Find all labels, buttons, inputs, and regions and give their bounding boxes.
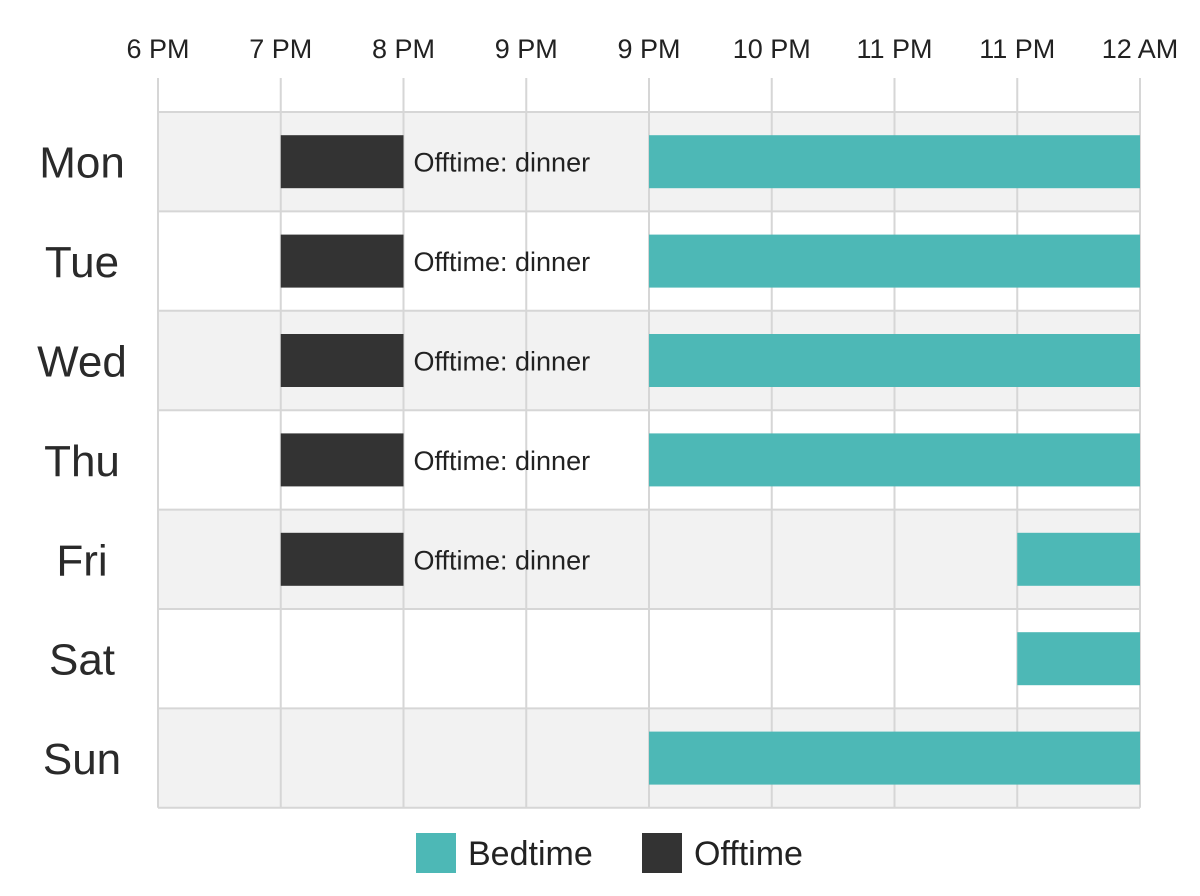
day-label: Tue — [45, 238, 119, 287]
offtime-bar — [280, 334, 404, 387]
y-axis-labels: Mon Tue Wed Thu Fri Sat Sun — [37, 139, 127, 784]
x-tick-label: 9 PM — [495, 34, 558, 64]
bedtime-legend-swatch — [416, 833, 456, 873]
offtime-bar — [280, 234, 404, 288]
bedtime-bar — [649, 334, 1140, 387]
day-label: Thu — [44, 437, 120, 486]
bedtime-legend-label: Bedtime — [468, 835, 593, 873]
offtime-legend-swatch — [642, 833, 682, 873]
bar-label: Offtime: dinner — [414, 347, 591, 377]
x-tick-label: 11 PM — [856, 34, 932, 64]
bedtime-bar — [649, 234, 1140, 288]
bedtime-bar — [1017, 632, 1140, 686]
day-label: Fri — [56, 536, 107, 585]
day-label: Sun — [43, 735, 121, 784]
x-tick-label: 9 PM — [617, 34, 680, 64]
offtime-bar — [280, 532, 404, 586]
x-tick-label: 8 PM — [372, 34, 435, 64]
day-label: Sat — [49, 636, 115, 685]
bars: Offtime: dinner Offtime: dinner Offtime: d… — [280, 135, 1140, 785]
bar-label: Offtime: dinner — [414, 247, 591, 277]
bedtime-bar — [649, 433, 1140, 487]
bedtime-bar — [1017, 532, 1140, 586]
day-label: Mon — [39, 139, 125, 188]
x-tick-label: 12 AM — [1102, 34, 1179, 64]
x-axis-ticks: 6 PM 7 PM 8 PM 9 PM 9 PM 10 PM 11 PM 11 PM 12 AM — [126, 34, 1178, 64]
grid-lines — [157, 78, 1141, 809]
offtime-legend-label: Offtime — [694, 835, 803, 873]
day-label: Wed — [37, 338, 127, 387]
bar-label: Offtime: dinner — [414, 148, 591, 178]
bar-label: Offtime: dinner — [414, 545, 591, 575]
x-tick-label: 11 PM — [979, 34, 1055, 64]
offtime-bar — [280, 433, 404, 487]
x-tick-label: 10 PM — [733, 34, 811, 64]
bar-label: Offtime: dinner — [414, 446, 591, 476]
legend: Bedtime Offtime — [416, 833, 803, 873]
bedtime-bar — [649, 731, 1140, 785]
bedtime-bar — [649, 135, 1140, 189]
x-tick-label: 7 PM — [249, 34, 312, 64]
x-tick-label: 6 PM — [126, 34, 189, 64]
offtime-bar — [280, 135, 404, 189]
